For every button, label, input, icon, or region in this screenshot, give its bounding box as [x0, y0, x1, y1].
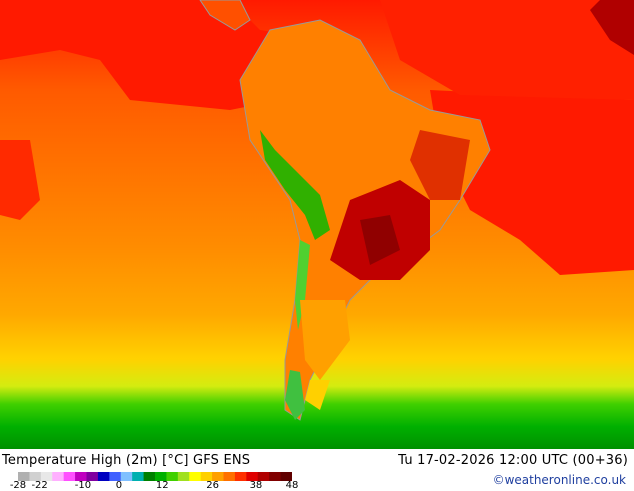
- andes-south: [295, 240, 310, 330]
- scale-tick-label: 48: [285, 480, 299, 491]
- scale-swatch: [177, 472, 190, 481]
- patagonia-cool: [285, 370, 305, 420]
- scale-swatch: [86, 472, 99, 481]
- scale-swatch: [234, 472, 247, 481]
- scale-swatch: [269, 472, 282, 481]
- scale-swatch: [18, 472, 30, 481]
- scale-swatch: [63, 472, 76, 481]
- scale-tick-label: 0: [115, 480, 123, 491]
- scale-swatch: [97, 472, 110, 481]
- scale-swatch: [143, 472, 156, 481]
- scale-swatch: [120, 472, 133, 481]
- scale-swatch: [75, 472, 87, 481]
- scale-tick-label: -22: [31, 480, 48, 491]
- scale-swatch: [166, 472, 179, 481]
- scale-tick-label: -10: [74, 480, 92, 491]
- scale-tick-label: -28: [9, 480, 27, 491]
- scale-tick-label: 12: [155, 480, 169, 491]
- andes-cool: [260, 130, 330, 240]
- scale-swatch: [132, 472, 145, 481]
- scale-swatch: [212, 472, 224, 481]
- brazil-heat: [410, 130, 470, 200]
- heat-core: [360, 215, 400, 265]
- map-title: Temperature High (2m) [°C] GFS ENS: [2, 453, 251, 468]
- map-footer: Temperature High (2m) [°C] GFS ENS Tu 17…: [0, 449, 634, 491]
- scale-swatch: [109, 472, 122, 481]
- scale-swatch: [246, 472, 259, 481]
- scale-tick-label: 38: [249, 480, 263, 491]
- scale-swatch: [200, 472, 213, 481]
- scale-swatch: [155, 472, 167, 481]
- west-hot-zone: [0, 140, 40, 220]
- northeast-hot-zone: [380, 0, 634, 100]
- argentina-warm: [300, 300, 350, 380]
- scale-tick-label: 26: [206, 480, 220, 491]
- credit-link[interactable]: ©weatheronline.co.uk: [492, 473, 626, 487]
- central-america: [199, 0, 251, 31]
- scale-swatch: [40, 472, 53, 481]
- temperature-map: [0, 0, 634, 449]
- scale-swatch: [257, 472, 270, 481]
- scale-swatch: [52, 472, 65, 481]
- africa-coast-dark: [590, 0, 634, 55]
- scale-swatch: [280, 472, 292, 481]
- south-argentina: [305, 380, 330, 410]
- scale-swatch: [29, 472, 42, 481]
- scale-swatch: [223, 472, 236, 481]
- scale-swatch: [189, 472, 202, 481]
- color-scale-bar: [18, 472, 292, 481]
- map-svg: [0, 0, 634, 449]
- map-datetime: Tu 17-02-2026 12:00 UTC (00+36): [398, 453, 628, 468]
